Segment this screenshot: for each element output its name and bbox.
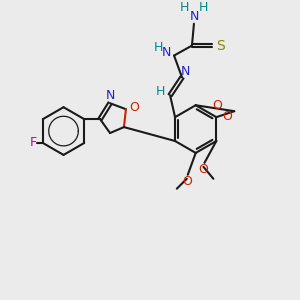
Text: H: H <box>199 1 208 14</box>
Text: H: H <box>155 85 165 98</box>
Text: O: O <box>222 110 232 123</box>
Text: N: N <box>161 46 171 59</box>
Text: N: N <box>189 10 199 23</box>
Text: O: O <box>212 99 222 112</box>
Text: N: N <box>180 65 190 78</box>
Text: H: H <box>154 41 163 54</box>
Text: N: N <box>105 89 115 102</box>
Text: H: H <box>179 1 189 14</box>
Text: O: O <box>182 175 192 188</box>
Text: F: F <box>29 136 37 149</box>
Text: S: S <box>216 39 225 52</box>
Text: O: O <box>129 101 139 114</box>
Text: O: O <box>199 163 208 176</box>
